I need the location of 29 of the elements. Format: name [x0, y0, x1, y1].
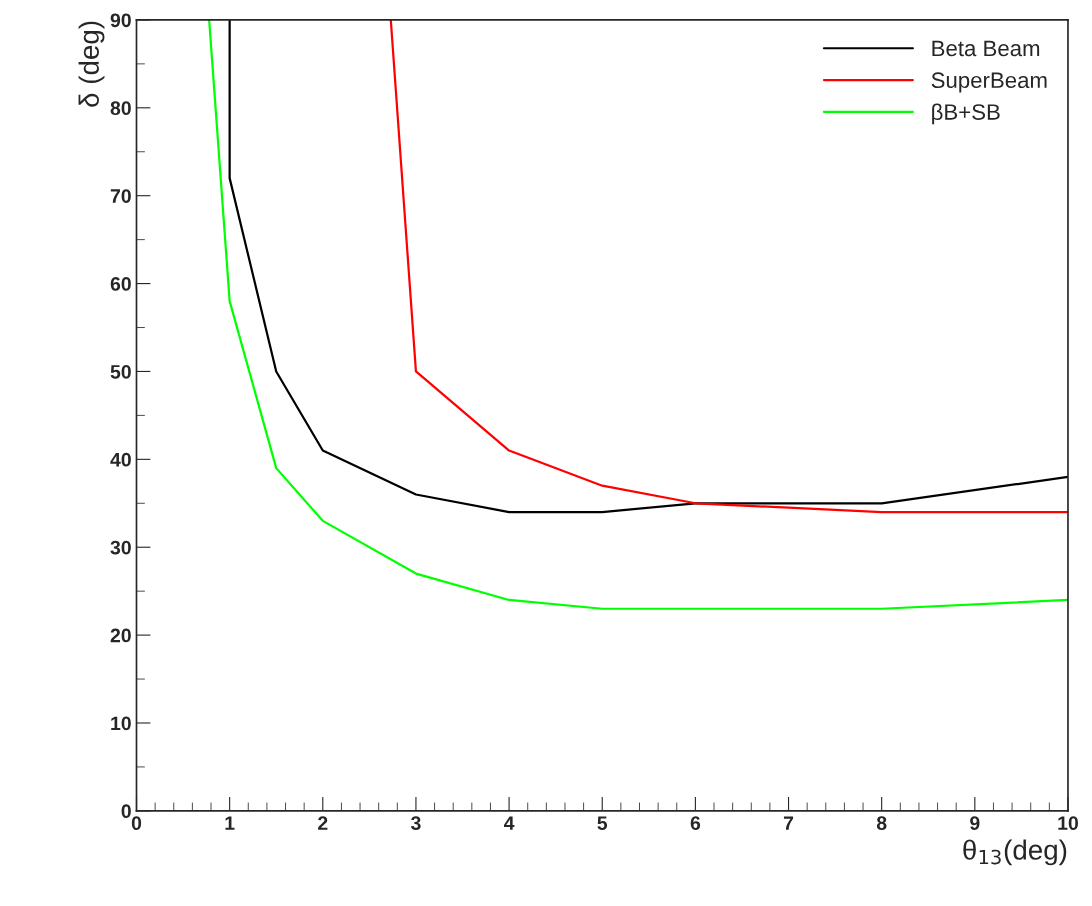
x-tick-label: 4: [503, 816, 515, 830]
line-series: [228, 19, 1068, 514]
x-tick-label: 6: [690, 816, 701, 831]
x-tick-label: 0: [131, 816, 142, 831]
y-tick-label: 70: [110, 189, 131, 203]
x-tick-label: 3: [410, 816, 421, 831]
y-tick-label: 90: [110, 13, 131, 28]
y-tick-label: 30: [110, 540, 131, 555]
line-series: [208, 19, 1068, 610]
y-tick-label: 0: [121, 804, 131, 819]
y-tick-label: 40: [110, 452, 131, 467]
legend-label: βB+SB: [932, 103, 1000, 125]
y-axis-title: δ (deg): [78, 21, 105, 107]
legend-label: Beta Beam: [932, 40, 1040, 57]
y-tick-label: 20: [110, 628, 131, 643]
y-tick-label: 50: [110, 364, 131, 379]
y-tick-label: 80: [110, 101, 131, 116]
legend-label: SuperBeam: [931, 72, 1047, 93]
y-tick-label: 10: [111, 716, 131, 731]
x-tick-label: 1: [225, 816, 235, 830]
x-tick-label: 7: [783, 816, 794, 830]
x-tick-label: 5: [597, 816, 608, 831]
y-tick-label: 60: [110, 277, 131, 291]
x-tick-label: 9: [970, 816, 980, 831]
line-series: [389, 19, 1068, 514]
x-tick-label: 8: [876, 816, 887, 831]
x-tick-label: 10: [1058, 816, 1078, 831]
x-axis-title: θ$_{13}$(deg): [963, 839, 1067, 866]
x-tick-label: 2: [318, 816, 328, 830]
